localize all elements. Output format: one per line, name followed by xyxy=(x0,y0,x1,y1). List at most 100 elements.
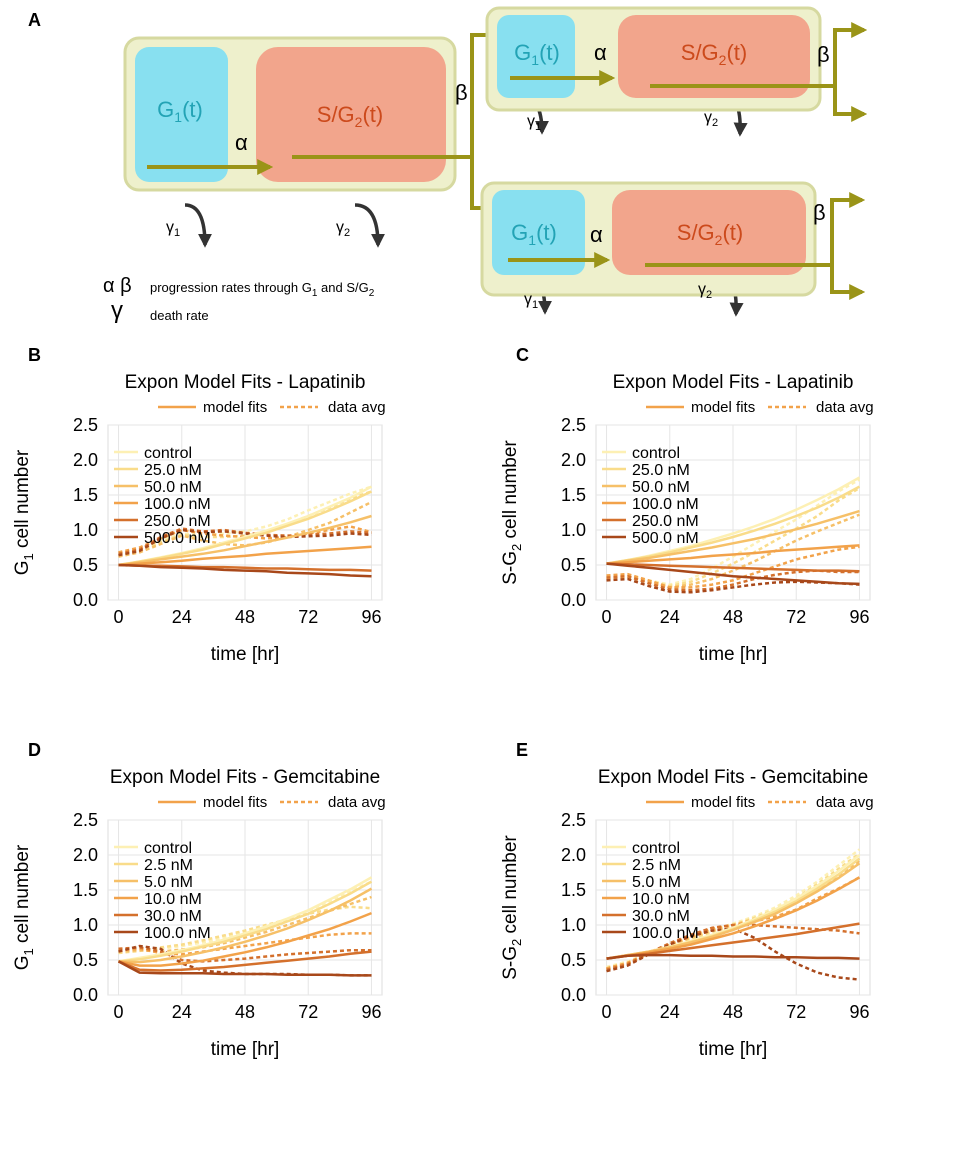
chart-title: Expon Model Fits - Lapatinib xyxy=(125,372,366,393)
chart: B Expon Model Fits - Lapatinib model fits d… xyxy=(12,345,386,665)
x-tick-label: 96 xyxy=(849,1002,869,1022)
y-tick-label: 1.5 xyxy=(561,880,586,900)
y-tick-label: 2.0 xyxy=(561,450,586,470)
x-axis-label: time [hr] xyxy=(211,644,280,665)
x-tick-label: 24 xyxy=(172,1002,192,1022)
legend-label: control xyxy=(632,840,680,857)
legend-label: 30.0 nM xyxy=(144,908,202,925)
chart: D Expon Model Fits - Gemcitabine model fit… xyxy=(12,740,386,1060)
x-tick-label: 72 xyxy=(298,607,318,627)
beta: β xyxy=(817,42,830,67)
x-tick-label: 72 xyxy=(786,1002,806,1022)
panel-label: A xyxy=(28,10,41,30)
y-tick-label: 0.0 xyxy=(73,985,98,1005)
y-tick-label: 2.5 xyxy=(561,810,586,830)
legend-label: 25.0 nM xyxy=(632,462,690,479)
y-tick-label: 2.5 xyxy=(561,415,586,435)
chart-title: Expon Model Fits - Lapatinib xyxy=(613,372,854,393)
x-tick-label: 72 xyxy=(298,1002,318,1022)
legend-label: 250.0 nM xyxy=(144,513,211,530)
legend-label: control xyxy=(144,840,192,857)
y-tick-label: 2.0 xyxy=(561,845,586,865)
legend-label: control xyxy=(632,445,680,462)
y-tick-label: 0.5 xyxy=(73,555,98,575)
x-tick-label: 24 xyxy=(660,607,680,627)
y-axis-label: G1 cell number xyxy=(12,449,36,575)
beta: β xyxy=(455,80,468,105)
page: { "diagram": { "panel": "A", "g1": {"mai… xyxy=(0,0,977,1144)
alpha: α xyxy=(590,222,603,247)
y-axis-label: G1 cell number xyxy=(12,844,36,970)
y-tick-label: 2.5 xyxy=(73,810,98,830)
x-tick-label: 0 xyxy=(114,607,124,627)
legend-label: 2.5 nM xyxy=(632,857,681,874)
y-tick-label: 2.5 xyxy=(73,415,98,435)
legend-label: 2.5 nM xyxy=(144,857,193,874)
x-tick-label: 24 xyxy=(172,607,192,627)
x-tick-label: 0 xyxy=(114,1002,124,1022)
legend-label: control xyxy=(144,445,192,462)
panel-label: C xyxy=(516,345,529,365)
legend-label: 50.0 nM xyxy=(632,479,690,496)
x-tick-label: 72 xyxy=(786,607,806,627)
legend-label: 100.0 nM xyxy=(632,925,699,942)
y-tick-label: 0.5 xyxy=(561,950,586,970)
x-tick-label: 48 xyxy=(723,607,743,627)
legend-label: 5.0 nM xyxy=(144,874,193,891)
chart-title: Expon Model Fits - Gemcitabine xyxy=(598,767,868,788)
y-tick-label: 0.5 xyxy=(561,555,586,575)
legend-label: model fits xyxy=(203,399,267,416)
gamma2: γ2 xyxy=(704,109,718,129)
x-tick-label: 24 xyxy=(660,1002,680,1022)
y-tick-label: 1.0 xyxy=(73,915,98,935)
x-axis-label: time [hr] xyxy=(211,1039,280,1060)
diagram: A G1(t) S/G2(t) α β γ1 γ2 G1(t) S/G2(t) … xyxy=(28,8,864,324)
gamma2: γ2 xyxy=(336,219,350,239)
panel-label: E xyxy=(516,740,528,760)
x-axis-label: time [hr] xyxy=(699,1039,768,1060)
legend-label: model fits xyxy=(203,794,267,811)
legend-label: 100.0 nM xyxy=(144,925,211,942)
legend-label: data avg xyxy=(328,399,386,416)
x-tick-label: 0 xyxy=(602,607,612,627)
x-tick-label: 48 xyxy=(235,1002,255,1022)
figure: A G1(t) S/G2(t) α β γ1 γ2 G1(t) S/G2(t) … xyxy=(0,0,977,1144)
legend-label: 50.0 nM xyxy=(144,479,202,496)
y-tick-label: 1.5 xyxy=(73,880,98,900)
sg2-label: S/G2(t) xyxy=(681,40,747,68)
x-tick-label: 48 xyxy=(235,607,255,627)
beta: β xyxy=(813,200,826,225)
y-tick-label: 1.0 xyxy=(561,915,586,935)
y-tick-label: 2.0 xyxy=(73,845,98,865)
legend-label: 500.0 nM xyxy=(632,530,699,547)
y-tick-label: 0.0 xyxy=(561,590,586,610)
legend-label: 10.0 nM xyxy=(144,891,202,908)
y-tick-label: 2.0 xyxy=(73,450,98,470)
legend-label: 100.0 nM xyxy=(144,496,211,513)
rates-text: progression rates through G1 and S/G2 xyxy=(150,280,375,299)
y-tick-label: 1.5 xyxy=(561,485,586,505)
sg2-label: S/G2(t) xyxy=(677,220,743,248)
y-tick-label: 1.0 xyxy=(73,520,98,540)
panel-label: B xyxy=(28,345,41,365)
death-text: death rate xyxy=(150,308,209,323)
legend-label: 25.0 nM xyxy=(144,462,202,479)
panel-label: D xyxy=(28,740,41,760)
chart-title: Expon Model Fits - Gemcitabine xyxy=(110,767,380,788)
y-tick-label: 1.0 xyxy=(561,520,586,540)
alpha: α xyxy=(594,40,607,65)
alpha: α xyxy=(235,130,248,155)
charts: B Expon Model Fits - Lapatinib model fits d… xyxy=(12,345,874,1060)
x-tick-label: 96 xyxy=(849,607,869,627)
gamma1: γ1 xyxy=(166,219,180,239)
legend-label: 250.0 nM xyxy=(632,513,699,530)
legend-label: data avg xyxy=(816,794,874,811)
x-tick-label: 0 xyxy=(602,1002,612,1022)
legend-label: 5.0 nM xyxy=(632,874,681,891)
x-axis-label: time [hr] xyxy=(699,644,768,665)
legend-label: data avg xyxy=(816,399,874,416)
legend-label: 10.0 nM xyxy=(632,891,690,908)
legend-label: 500.0 nM xyxy=(144,530,211,547)
